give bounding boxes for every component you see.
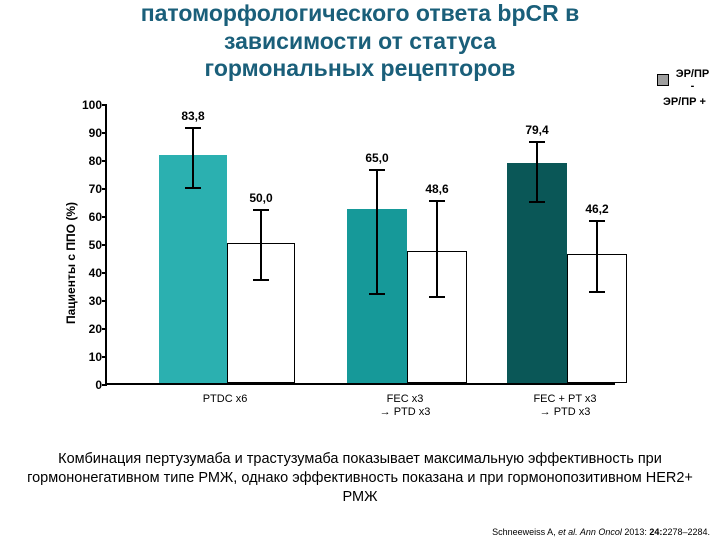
x-axis-label: FEC x3→ PTD x3 [380,393,431,419]
legend-pos-label: ЭР/ПР + [663,96,706,108]
legend-neg: ЭР/ПР - [657,68,712,92]
legend: ЭР/ПР - ЭР/ПР + [657,68,712,108]
y-tick: 0 [72,378,102,392]
error-bar [192,127,194,189]
error-bar [536,141,538,203]
value-label: 46,2 [585,202,608,216]
bar [159,155,227,383]
y-tick: 70 [72,182,102,196]
value-label: 83,8 [181,109,204,123]
citation-vol: 24: [649,527,662,537]
title-line-1: патоморфологического ответа bpCR в [141,0,580,26]
citation-author: Schneeweiss A, [492,527,558,537]
citation-pages: 2278–2284. [662,527,710,537]
title-line-3: гормональных рецепторов [205,55,516,81]
citation-journal: et al. Ann Oncol [558,527,624,537]
error-bar [376,169,378,295]
title-line-2: зависимости от статуса [224,28,496,54]
error-bar [596,220,598,293]
chart-title: патоморфологического ответа bpCR в завис… [0,0,720,83]
y-tick: 30 [72,294,102,308]
legend-pos: ЭР/ПР + [657,96,712,108]
y-tick: 40 [72,266,102,280]
x-axis-label: FEC + PT x3→ PTD x3 [533,393,596,419]
subtitle-text: Комбинация пертузумаба и трастузумаба по… [20,450,700,507]
legend-neg-swatch [657,74,669,86]
y-tick: 80 [72,154,102,168]
y-tick: 60 [72,210,102,224]
y-tick: 90 [72,126,102,140]
y-tick: 10 [72,350,102,364]
x-axis-label: PTDC x6 [203,393,248,406]
y-tick: 20 [72,322,102,336]
value-label: 65,0 [365,151,388,165]
error-bar [436,200,438,298]
legend-neg-label: ЭР/ПР - [673,68,712,92]
value-label: 79,4 [525,123,548,137]
citation-year: 2013: [624,527,649,537]
value-label: 50,0 [249,191,272,205]
y-tick: 100 [72,98,102,112]
citation: Schneeweiss A, et al. Ann Oncol 2013: 24… [492,527,710,537]
value-label: 48,6 [425,182,448,196]
plot-area: 010203040506070809010083,850,065,048,679… [105,105,615,385]
y-tick: 50 [72,238,102,252]
chart-area: Пациенты с ППО (%) 010203040506070809010… [70,95,630,430]
error-bar [260,209,262,282]
